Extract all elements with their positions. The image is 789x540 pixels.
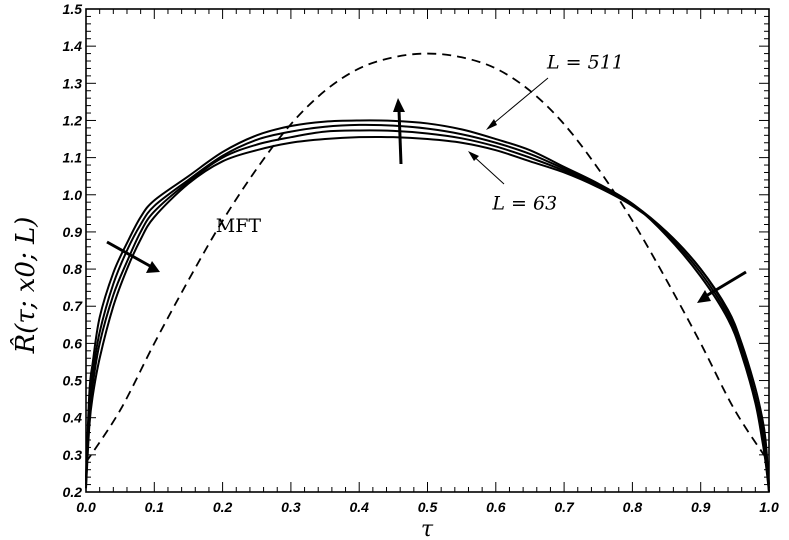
y-tick-label: 0.3 xyxy=(63,447,83,463)
x-tick-label: 0.6 xyxy=(486,499,506,515)
x-tick-label: 0.9 xyxy=(691,499,711,515)
annotation-l-63: L = 63 xyxy=(491,193,557,215)
trend-arrow-center-head xyxy=(393,98,405,112)
y-tick-label: 0.9 xyxy=(63,224,83,240)
series-line-5 xyxy=(85,119,770,493)
y-tick-label: 1.1 xyxy=(63,150,83,166)
trend-arrow-center-shaft xyxy=(397,109,403,165)
trend-arrow-left-head xyxy=(146,261,160,273)
plot-frame xyxy=(85,8,770,493)
y-tick-label: 1.4 xyxy=(63,38,83,54)
y-tick-label: 1.0 xyxy=(63,187,83,203)
y-tick-label: 0.2 xyxy=(63,484,83,500)
annotation-l-511: L = 511 xyxy=(546,51,624,73)
annotation-mft: MFT xyxy=(216,215,262,237)
y-tick-label: 0.4 xyxy=(63,410,83,426)
trend-arrow-right-head xyxy=(697,290,711,303)
x-tick-label: 0.2 xyxy=(213,499,233,515)
trend-arrows xyxy=(106,98,747,303)
y-tick-label: 0.5 xyxy=(63,373,83,389)
y-tick-label: 0.6 xyxy=(63,335,83,351)
x-tick-label: 0.8 xyxy=(623,499,643,515)
x-tick-label: 0.7 xyxy=(554,499,575,515)
series-line-1 xyxy=(85,52,770,463)
pointer-arrowhead-l-511 xyxy=(486,119,497,130)
x-tick-label: 0.5 xyxy=(418,499,438,515)
x-tick-label: 0.1 xyxy=(145,499,165,515)
x-tick-label: 0.0 xyxy=(76,499,96,515)
y-tick-label: 0.7 xyxy=(63,298,84,314)
y-tick-label: 0.8 xyxy=(63,261,83,277)
trend-arrow-left-shaft xyxy=(106,240,151,268)
x-tick-label: 0.3 xyxy=(281,499,301,515)
x-tick-label: 0.4 xyxy=(349,499,369,515)
tick-labels: 0.0 0.1 0.2 0.3 0.4 0.5 0.6 0.7 0.8 0.9 1.0 0.2 0.3 0… xyxy=(63,1,779,515)
annotations: MFT L = 511 L = 63 xyxy=(216,51,624,236)
axis-ticks xyxy=(85,8,770,493)
trend-arrow-right-shaft xyxy=(705,270,747,298)
y-axis-label: R̂(τ; x0; L) xyxy=(10,217,41,355)
curves xyxy=(85,52,770,493)
y-tick-label: 1.2 xyxy=(63,112,83,128)
series-line-2 xyxy=(85,135,770,489)
series-line-3 xyxy=(85,129,770,489)
x-tick-label: 1.0 xyxy=(759,499,779,515)
y-axis-label-text: R̂(τ; x0; L) xyxy=(10,217,41,355)
y-tick-label: 1.3 xyxy=(63,75,83,91)
pointer-arrowhead-l-63 xyxy=(468,151,479,161)
series-line-4 xyxy=(85,123,770,493)
y-tick-label: 1.5 xyxy=(63,1,83,17)
x-axis-label: τ xyxy=(421,517,434,540)
pointer-line-l-511 xyxy=(487,77,549,129)
